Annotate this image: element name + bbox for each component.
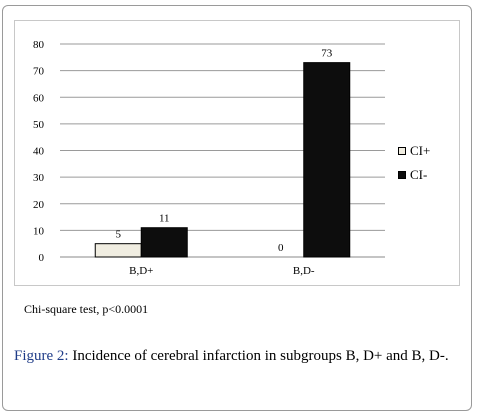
legend-swatch-ci-plus [398, 147, 406, 155]
data-label: 5 [116, 229, 122, 241]
figure-caption: Figure 2: Incidence of cerebral infarcti… [14, 347, 464, 366]
chart-area [14, 20, 460, 286]
y-tick-label: 80 [33, 39, 45, 51]
bar-chart: 0 10 20 30 40 50 60 70 80 5 11 0 73 B,D+ B,D- [33, 39, 385, 277]
y-tick-label: 0 [39, 252, 45, 264]
y-tick-label: 40 [33, 146, 45, 158]
figure-caption-text: Incidence of cerebral infarction in subg… [68, 348, 449, 364]
y-tick-label: 50 [33, 119, 45, 131]
y-tick-label: 20 [33, 199, 45, 211]
data-label: 73 [321, 48, 333, 60]
legend-item-ci-minus: CI- [398, 163, 430, 187]
figure-caption-label: Figure 2: [14, 348, 69, 364]
legend-item-ci-plus: CI+ [398, 139, 430, 163]
data-label: 11 [159, 213, 170, 225]
x-tick-label: B,D+ [129, 265, 153, 277]
bar-ci-plus-0 [94, 243, 142, 258]
bar-ci-minus-1 [303, 62, 351, 258]
y-tick-label: 10 [33, 225, 45, 237]
data-label: 0 [278, 242, 284, 254]
legend-label-ci-minus: CI- [410, 167, 428, 182]
statistical-note: Chi-square test, p<0.0001 [24, 302, 149, 316]
y-tick-label: 30 [33, 172, 45, 184]
legend-swatch-ci-minus [398, 171, 406, 179]
bar-ci-minus-0 [140, 227, 188, 258]
y-tick-label: 70 [33, 66, 45, 78]
chart-legend: CI+ CI- [398, 139, 430, 187]
legend-label-ci-plus: CI+ [410, 143, 431, 158]
y-tick-label: 60 [33, 92, 45, 104]
x-tick-label: B,D- [293, 265, 315, 277]
